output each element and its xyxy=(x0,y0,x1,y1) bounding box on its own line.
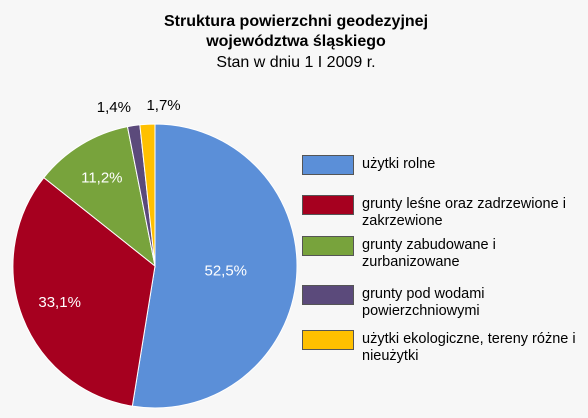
data-label: 1,4% xyxy=(97,99,131,116)
legend-swatch xyxy=(302,236,354,256)
legend-swatch xyxy=(302,330,354,350)
pie-slice xyxy=(139,123,156,267)
legend-label: grunty zabudowane i zurbanizowane xyxy=(362,237,496,270)
legend-swatch xyxy=(302,285,354,305)
data-label: 52,5% xyxy=(204,263,247,280)
pie-slice xyxy=(131,123,298,409)
data-label: 11,2% xyxy=(81,170,122,187)
chart-title: województwa śląskiego xyxy=(205,33,386,50)
legend-label: grunty leśne oraz zadrzewione i zakrzewi… xyxy=(362,196,566,229)
chart-subtitle: Stan w dniu 1 I 2009 r. xyxy=(216,54,375,71)
legend-label: grunty pod wodami powierzchniowymi xyxy=(362,286,485,319)
pie-slice xyxy=(43,126,156,268)
chart-title: Struktura powierzchni geodezyjnej xyxy=(164,13,428,30)
pie-slice xyxy=(12,176,156,407)
legend-swatch xyxy=(302,195,354,215)
legend-swatch xyxy=(302,155,354,175)
legend-label: użytki ekologiczne, tereny różne i nieuż… xyxy=(362,331,576,364)
legend-label: użytki rolne xyxy=(362,156,436,172)
data-label: 33,1% xyxy=(38,294,81,311)
data-label: 1,7% xyxy=(146,97,180,114)
